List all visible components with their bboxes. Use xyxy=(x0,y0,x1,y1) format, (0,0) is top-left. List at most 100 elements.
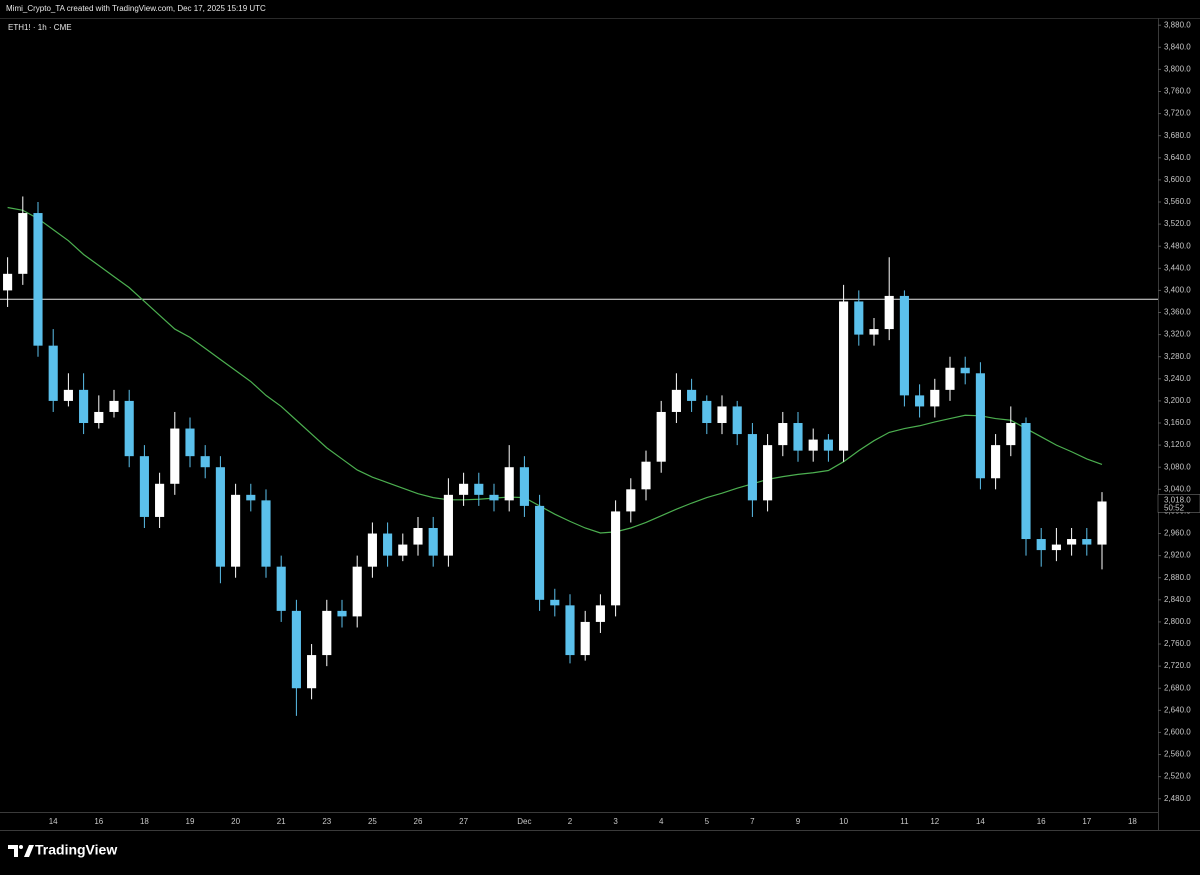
candle-body xyxy=(747,434,757,501)
candle-body xyxy=(626,489,636,512)
candle-body xyxy=(611,511,621,606)
candle-body xyxy=(307,655,317,689)
candle-body xyxy=(215,467,225,567)
candle-body xyxy=(1097,501,1107,545)
candle-body xyxy=(413,527,423,545)
x-tick-label: 11 xyxy=(900,817,909,826)
candle-body xyxy=(702,400,712,424)
logo xyxy=(8,845,34,857)
x-tick-label: 23 xyxy=(322,817,331,826)
candle-body xyxy=(1067,539,1077,545)
candle-body xyxy=(443,494,453,556)
x-tick-label: 21 xyxy=(277,817,286,826)
candle-body xyxy=(185,428,195,457)
y-tick-label: 2,560.0 xyxy=(1164,750,1191,759)
candle-body xyxy=(200,456,210,468)
candle-body xyxy=(763,445,773,501)
x-tick-label: 3 xyxy=(613,817,618,826)
y-tick-label: 2,920.0 xyxy=(1164,551,1191,560)
candle-body xyxy=(930,389,940,407)
y-tick-label: 3,640.0 xyxy=(1164,153,1191,162)
x-tick-label: 4 xyxy=(659,817,664,826)
candle-body xyxy=(1021,423,1031,540)
candle-body xyxy=(33,213,43,346)
candle-body xyxy=(595,605,605,622)
candle-body xyxy=(1006,423,1016,446)
candle-body xyxy=(732,406,742,435)
candle-body xyxy=(717,406,727,424)
candle-body xyxy=(63,389,73,401)
candle-body xyxy=(428,527,438,556)
y-tick-label: 3,600.0 xyxy=(1164,175,1191,184)
candle-body xyxy=(1036,539,1046,551)
candle-body xyxy=(778,423,788,446)
y-tick-label: 2,520.0 xyxy=(1164,772,1191,781)
candle-body xyxy=(170,428,180,484)
x-tick-label: 10 xyxy=(839,817,848,826)
x-tick-label: 14 xyxy=(49,817,58,826)
candle-body xyxy=(869,329,879,335)
candle-body xyxy=(884,295,894,330)
x-tick-label: 9 xyxy=(796,817,801,826)
candle-body xyxy=(48,345,58,401)
candle-body xyxy=(687,389,697,401)
x-tick-label: 25 xyxy=(368,817,377,826)
y-tick-label: 2,680.0 xyxy=(1164,683,1191,692)
price-tag-timer: 50:52 xyxy=(1164,504,1185,513)
candle-body xyxy=(139,456,149,517)
candle-body xyxy=(109,400,119,412)
candle-body xyxy=(155,483,165,517)
candle-body xyxy=(641,461,651,490)
y-tick-label: 3,240.0 xyxy=(1164,374,1191,383)
candle-body xyxy=(18,213,28,274)
y-tick-label: 2,880.0 xyxy=(1164,573,1191,582)
x-tick-label: 19 xyxy=(186,817,195,826)
candle-body xyxy=(915,395,925,407)
candle-body xyxy=(550,599,560,606)
price-tag xyxy=(1157,494,1200,513)
x-tick-label: 27 xyxy=(459,817,468,826)
candle-body xyxy=(854,301,864,335)
candle-body xyxy=(823,439,833,451)
price-tag-label: 3,018.0 xyxy=(1164,496,1191,505)
y-tick-label: 3,280.0 xyxy=(1164,352,1191,361)
y-tick-label: 3,880.0 xyxy=(1164,20,1191,29)
x-tick-label: 16 xyxy=(1037,817,1046,826)
y-tick-label: 3,520.0 xyxy=(1164,219,1191,228)
candle-body xyxy=(899,295,909,396)
y-tick-label: 3,680.0 xyxy=(1164,131,1191,140)
candle-body xyxy=(1082,539,1092,545)
y-tick-label: 3,120.0 xyxy=(1164,440,1191,449)
candle-body xyxy=(94,411,104,424)
x-tick-label: 16 xyxy=(94,817,103,826)
candle-body xyxy=(671,389,681,412)
x-tick-label: 18 xyxy=(140,817,149,826)
y-tick-label: 3,080.0 xyxy=(1164,462,1191,471)
y-tick-label: 3,040.0 xyxy=(1164,484,1191,493)
moving-average xyxy=(7,206,1103,534)
candle-body xyxy=(291,610,301,689)
candle-body xyxy=(322,610,332,656)
y-tick-label: 3,560.0 xyxy=(1164,197,1191,206)
candle-body xyxy=(535,505,545,600)
candle-body xyxy=(231,494,241,567)
candle-body xyxy=(1051,544,1061,551)
y-tick-label: 3,480.0 xyxy=(1164,241,1191,250)
x-tick-label: 18 xyxy=(1128,817,1137,826)
candle-body xyxy=(960,367,970,374)
y-tick-label: 2,640.0 xyxy=(1164,705,1191,714)
brand: TradingView xyxy=(35,842,117,858)
candle-body xyxy=(3,273,13,291)
y-tick-label: 2,840.0 xyxy=(1164,595,1191,604)
y-tick-label: 3,200.0 xyxy=(1164,396,1191,405)
candle-body xyxy=(367,533,377,567)
candle-body xyxy=(580,621,590,656)
y-tick-label: 3,400.0 xyxy=(1164,286,1191,295)
y-tick-label: 2,600.0 xyxy=(1164,728,1191,737)
x-tick-label: 7 xyxy=(750,817,755,826)
x-tick-label: 20 xyxy=(231,817,240,826)
candle-body xyxy=(565,605,575,656)
y-tick-label: 2,480.0 xyxy=(1164,794,1191,803)
candle-body xyxy=(519,467,529,506)
